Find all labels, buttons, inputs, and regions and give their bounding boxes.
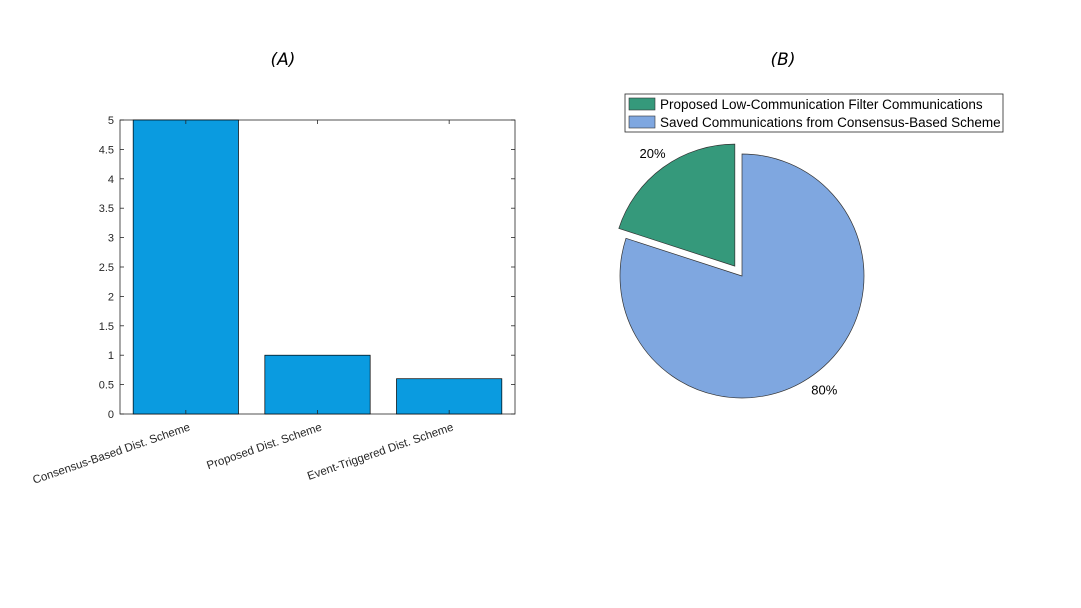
y-tick-label: 4 xyxy=(108,174,114,186)
x-tick-label: Consensus-Based Dist. Scheme xyxy=(31,421,191,486)
bar-1 xyxy=(132,119,239,415)
bar-chart: Consensus-Based Dist. Scheme Proposed Dis… xyxy=(31,115,516,487)
y-tick-label: 5 xyxy=(108,115,114,127)
pie-slice-2 xyxy=(619,153,865,399)
y-tick-label: 2 xyxy=(108,291,114,303)
y-tick-label: 3.5 xyxy=(99,203,114,215)
panel-a-label: (A) xyxy=(270,50,296,70)
y-tick-label: 3 xyxy=(108,233,114,245)
pie-percent-label: 20% xyxy=(640,146,666,161)
y-tick-label: 0.5 xyxy=(99,380,114,392)
legend-entry: Saved Communications from Consensus-Base… xyxy=(660,115,1001,130)
panel-b-label: (B) xyxy=(770,50,796,70)
y-tick-label: 1 xyxy=(108,350,114,362)
legend-swatch xyxy=(628,115,656,129)
y-tick-label: 2.5 xyxy=(99,262,114,274)
x-tick-label: Proposed Dist. Scheme xyxy=(205,421,323,472)
bar-3 xyxy=(396,378,503,415)
legend-swatch xyxy=(628,97,656,111)
y-tick-label: 4.5 xyxy=(99,144,114,156)
pie-legend: Proposed Low-Communication Filter Commun… xyxy=(624,93,1004,133)
y-tick-label: 1.5 xyxy=(99,321,114,333)
legend-entry: Proposed Low-Communication Filter Commun… xyxy=(660,97,983,112)
x-tick-label: Event-Triggered Dist. Scheme xyxy=(306,421,455,482)
pie-percent-label: 80% xyxy=(811,382,837,397)
y-tick-label: 0 xyxy=(108,409,114,421)
legend-box xyxy=(624,93,1004,133)
bar-2 xyxy=(264,354,371,415)
pie-chart: 20% 80% Proposed Low-Communication Filter … xyxy=(618,93,1004,399)
pie-slice-1 xyxy=(618,143,736,267)
